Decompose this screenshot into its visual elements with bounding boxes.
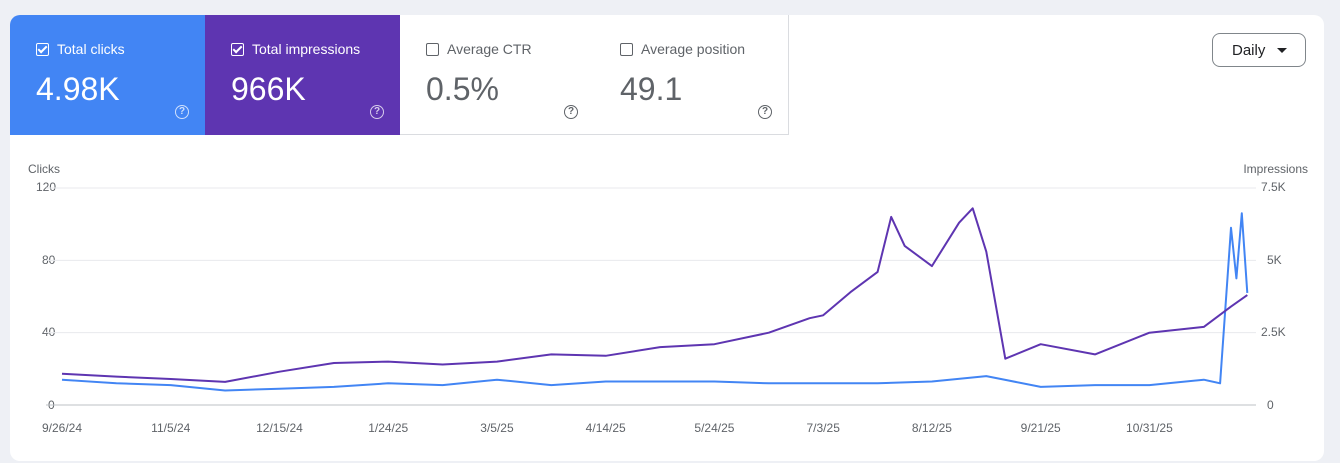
left-tick-label: 120: [36, 180, 57, 194]
left-tick-label: 40: [42, 325, 56, 339]
series-line-clicks: [61, 212, 1249, 392]
series-line-impressions: [61, 207, 1248, 383]
right-tick-label: 0: [1267, 398, 1274, 412]
x-tick-label: 11/5/24: [151, 421, 191, 435]
x-tick-label: 12/15/24: [256, 421, 303, 435]
granularity-selected: Daily: [1232, 41, 1266, 59]
x-tick-label: 4/14/25: [585, 421, 626, 435]
right-tick-label: 7.5K: [1261, 180, 1286, 194]
metric-card-total-clicks[interactable]: Total clicks 4.98K ?: [10, 15, 205, 135]
metric-value: 966K: [231, 71, 306, 107]
metric-toggle-average-ctr[interactable]: Average CTR: [426, 41, 532, 57]
x-tick-label: 3/5/25: [480, 421, 514, 435]
performance-panel: Total clicks 4.98K ? Total impressions 9…: [10, 15, 1324, 461]
x-tick-label: 8/12/25: [911, 421, 952, 435]
metric-value: 0.5%: [426, 71, 499, 107]
metric-value: 4.98K: [36, 71, 120, 107]
metric-toggle-total-impressions[interactable]: Total impressions: [231, 41, 360, 57]
metric-card-total-impressions[interactable]: Total impressions 966K ?: [205, 15, 400, 135]
metric-toggle-total-clicks[interactable]: Total clicks: [36, 41, 125, 57]
performance-line-chart: [46, 187, 1256, 406]
metric-card-average-position[interactable]: Average position 49.1 ?: [594, 15, 789, 135]
gridlines: [46, 187, 1256, 406]
metric-toggle-average-position[interactable]: Average position: [620, 41, 745, 57]
checkbox-unchecked-icon[interactable]: [426, 42, 439, 56]
metric-label: Total clicks: [57, 41, 125, 57]
checkbox-checked-icon[interactable]: [36, 42, 49, 56]
x-tick-label: 1/24/25: [368, 421, 409, 435]
right-tick-label: 2.5K: [1261, 325, 1286, 339]
x-tick-label: 9/21/25: [1020, 421, 1061, 435]
left-axis-title: Clicks: [28, 162, 60, 176]
metric-label: Average CTR: [447, 41, 532, 57]
right-axis-title: Impressions: [1243, 162, 1308, 176]
checkbox-checked-icon[interactable]: [231, 42, 244, 56]
x-tick-label: 7/3/25: [806, 421, 840, 435]
help-icon[interactable]: ?: [758, 105, 772, 119]
help-icon[interactable]: ?: [175, 105, 189, 119]
help-icon[interactable]: ?: [564, 105, 578, 119]
granularity-dropdown[interactable]: Daily: [1212, 33, 1306, 67]
metric-label: Average position: [641, 41, 746, 57]
series-layer: [61, 207, 1249, 392]
x-tick-label: 5/24/25: [694, 421, 735, 435]
x-tick-label: 9/26/24: [41, 421, 83, 435]
metric-label: Total impressions: [252, 41, 361, 57]
right-tick-label: 5K: [1267, 253, 1282, 267]
help-icon[interactable]: ?: [370, 105, 384, 119]
caret-down-icon: [1277, 48, 1287, 53]
checkbox-unchecked-icon[interactable]: [620, 42, 633, 56]
x-tick-label: 10/31/25: [1126, 421, 1173, 435]
metric-value: 49.1: [620, 71, 683, 107]
